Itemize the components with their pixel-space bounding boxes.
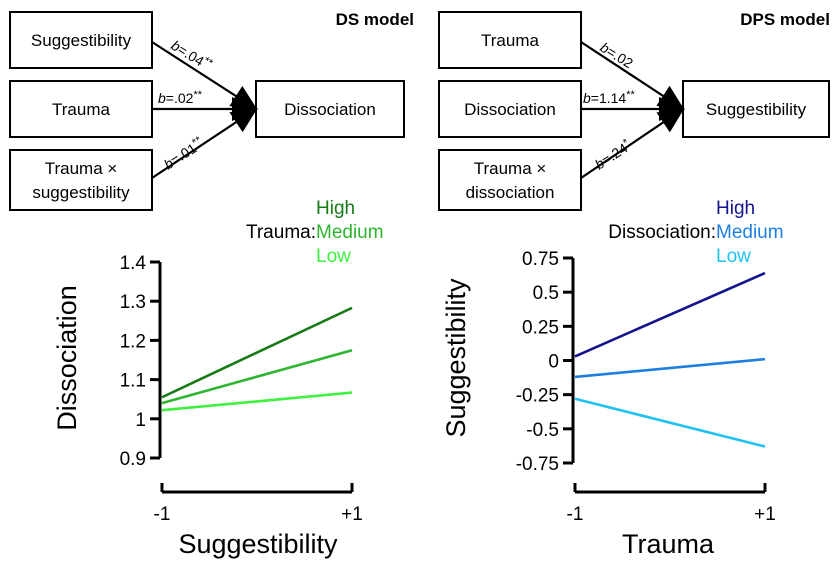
dps-legend-entry-low: Low: [716, 246, 751, 267]
dps-y-tick-label: 0.25: [522, 317, 559, 338]
ds-series-line-high: [161, 306, 353, 399]
dps-input-box-interaction: [438, 149, 582, 211]
dps-input-label-trauma: Trauma: [481, 31, 539, 50]
dps-outcome-box: [682, 80, 830, 138]
ds-y-tick-label: 0.9: [120, 449, 146, 470]
dps-x-axis-label: Trauma: [622, 529, 715, 559]
ds-y-tick-label: 1.3: [120, 292, 146, 313]
dps-y-axis-label: Suggestibility: [441, 278, 471, 438]
ds-y-tick-label: 1.1: [120, 371, 146, 392]
dps-path-coef-3: b=.24*: [591, 136, 634, 172]
dps-input-label-interaction-line1: Trauma ×: [474, 159, 547, 178]
ds-input-box-suggestibility: [9, 11, 153, 69]
ds-model-title: DS model: [336, 10, 414, 29]
dps-model-diagram: DPS model Trauma Dissociation Trauma × d…: [438, 10, 830, 211]
ds-path-arrow-3: [151, 107, 258, 179]
dps-legend-entry-medium: Medium: [716, 222, 784, 243]
ds-y-tick-label: 1.4: [120, 253, 147, 274]
ds-path-coef-3: b=.01**: [160, 134, 207, 173]
ds-series-line-low: [161, 391, 353, 412]
ds-y-axis-label: Dissociation: [52, 285, 82, 431]
dps-x-tick-label: +1: [754, 504, 776, 525]
ds-x-tick-label: -1: [154, 504, 171, 525]
dps-y-tick-label: -0.5: [526, 420, 559, 441]
ds-model-diagram: DS model Suggestibility Trauma Trauma × …: [9, 10, 414, 211]
dps-series-line-medium: [574, 357, 766, 379]
ds-outcome-label: Dissociation: [284, 100, 376, 119]
dps-y-tick-label: 0: [548, 352, 559, 373]
ds-path-coef-2: b=.02**: [158, 89, 203, 106]
dps-path-coef-2: b=1.14**: [583, 89, 636, 106]
ds-input-label-interaction-line2: suggestibility: [32, 183, 130, 202]
dps-legend-title: Dissociation:: [608, 222, 716, 243]
ds-legend-title: Trauma:: [246, 222, 316, 243]
ds-x-tick-label: +1: [341, 504, 363, 525]
dps-input-label-interaction-line2: dissociation: [466, 183, 555, 202]
ds-outcome-box: [255, 80, 405, 138]
dps-input-label-dissociation: Dissociation: [464, 100, 556, 119]
dps-interaction-chart: -0.75 -0.5 -0.25 0 0.25 0.5 0.75 -1 +1 Trauma Sugg…: [441, 198, 784, 559]
ds-input-label-interaction-line1: Trauma ×: [45, 159, 118, 178]
ds-input-box-interaction: [9, 149, 153, 211]
dps-series-line-high: [574, 271, 766, 358]
dps-model-title: DPS model: [740, 10, 830, 29]
ds-x-axis-label: Suggestibility: [178, 529, 338, 559]
ds-legend-entry-medium: Medium: [316, 222, 384, 243]
ds-y-tick-label: 1: [135, 410, 146, 431]
ds-legend-entry-low: Low: [316, 246, 351, 267]
dps-y-tick-label: -0.25: [516, 386, 559, 407]
dps-y-tick-label: -0.75: [516, 454, 559, 475]
dps-x-tick-label: -1: [567, 504, 584, 525]
ds-y-tick-label: 1.2: [120, 331, 146, 352]
ds-input-label-suggestibility: Suggestibility: [31, 31, 132, 50]
dps-outcome-label: Suggestibility: [706, 100, 807, 119]
dps-y-tick-label: 0.5: [533, 283, 559, 304]
dps-series-line-low: [574, 397, 766, 448]
dps-input-box-dissociation: [438, 80, 582, 138]
dps-y-tick-label: 0.75: [522, 249, 559, 270]
dps-input-box-trauma: [438, 11, 582, 69]
ds-input-label-trauma: Trauma: [52, 100, 110, 119]
ds-input-box-trauma: [9, 80, 153, 138]
ds-legend-entry-high: High: [316, 198, 355, 219]
dps-legend-entry-high: High: [716, 198, 755, 219]
dps-path-arrow-3: [580, 107, 685, 179]
ds-series-line-medium: [161, 348, 353, 405]
